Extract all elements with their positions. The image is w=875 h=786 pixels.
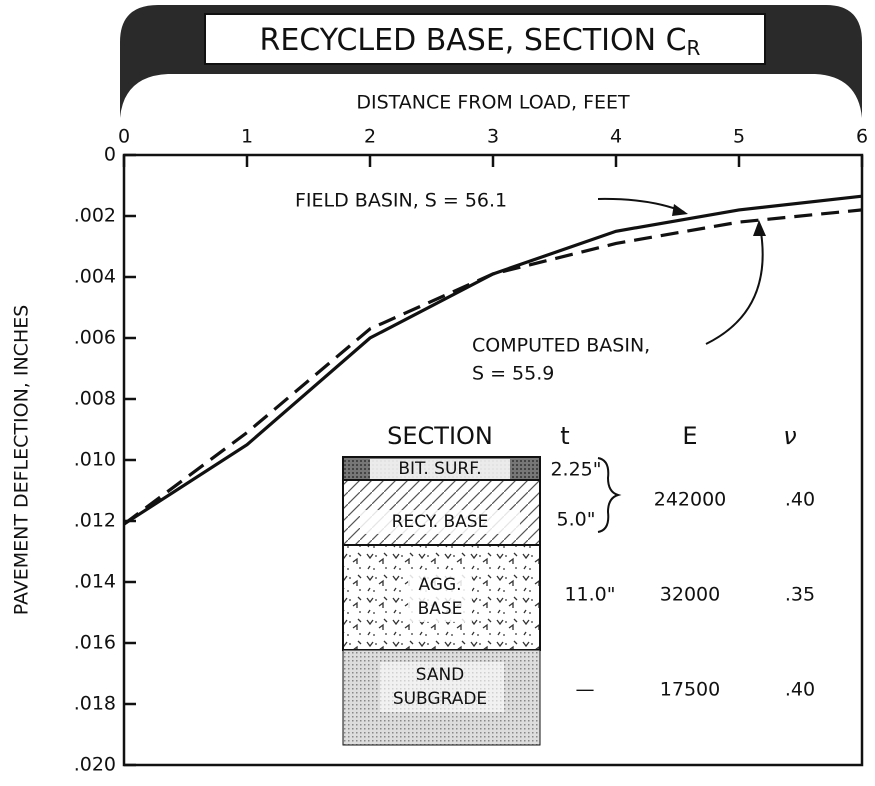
- chart-title: RECYCLED BASE, SECTION CR: [260, 23, 701, 60]
- table-header: E: [682, 422, 697, 450]
- table-header: t: [560, 422, 569, 450]
- modulus: 242000: [654, 489, 727, 511]
- x-tick-label: 3: [487, 126, 499, 148]
- title-subscript: R: [687, 36, 701, 60]
- layer-name: AGG.: [418, 575, 461, 595]
- layer-thickness: —: [576, 679, 595, 701]
- y-tick-label: .012: [74, 510, 116, 532]
- layer-name: RECY. BASE: [392, 512, 489, 532]
- arrowhead: [753, 220, 766, 236]
- x-tick-label: 4: [610, 126, 622, 148]
- arrow: [706, 226, 763, 344]
- y-tick-label: .002: [74, 205, 116, 227]
- poisson: .35: [785, 584, 815, 606]
- modulus: 17500: [660, 679, 720, 701]
- y-tick-label: .018: [74, 693, 116, 715]
- poisson: .40: [785, 489, 815, 511]
- layer-name: SAND: [416, 665, 465, 685]
- x-axis-label: DISTANCE FROM LOAD, FEET: [356, 92, 630, 114]
- layer-name: BIT. SURF.: [398, 459, 481, 479]
- series-annotation: S = 55.9: [472, 363, 554, 385]
- table-header: SECTION: [387, 422, 493, 450]
- modulus: 32000: [660, 584, 720, 606]
- y-axis-label: PAVEMENT DEFLECTION, INCHES: [11, 305, 33, 616]
- x-tick-label: 1: [241, 126, 253, 148]
- y-tick-label: .008: [74, 388, 116, 410]
- x-tick-label: 6: [856, 126, 868, 148]
- layer-thickness: 2.25": [550, 459, 601, 481]
- series-annotation: FIELD BASIN, S = 56.1: [295, 190, 507, 212]
- x-tick-label: 5: [733, 126, 745, 148]
- x-tick-label: 2: [364, 126, 376, 148]
- y-tick-label: .020: [74, 754, 116, 776]
- x-tick-label: 0: [118, 126, 130, 148]
- y-tick-label: .014: [74, 571, 116, 593]
- layer-thickness: 11.0": [564, 584, 615, 606]
- y-tick-label: .010: [74, 449, 116, 471]
- arrowhead: [672, 204, 688, 216]
- series-annotation: COMPUTED BASIN,: [472, 335, 650, 357]
- chart: RECYCLED BASE, SECTION CR DISTANCE FROM …: [0, 0, 875, 782]
- page: RECYCLED BASE, SECTION CR DISTANCE FROM …: [0, 0, 875, 786]
- y-tick-label: .006: [74, 327, 116, 349]
- table-header: ν: [783, 422, 796, 450]
- y-tick-label: .004: [74, 266, 116, 288]
- layer-name: SUBGRADE: [393, 689, 487, 709]
- y-tick-label: .016: [74, 632, 116, 654]
- title-main: RECYCLED BASE, SECTION C: [260, 23, 687, 58]
- layer-thickness: 5.0": [557, 509, 596, 531]
- y-tick-label: 0: [104, 144, 116, 166]
- layer-name: BASE: [418, 599, 463, 619]
- poisson: .40: [785, 679, 815, 701]
- arrow: [598, 199, 684, 212]
